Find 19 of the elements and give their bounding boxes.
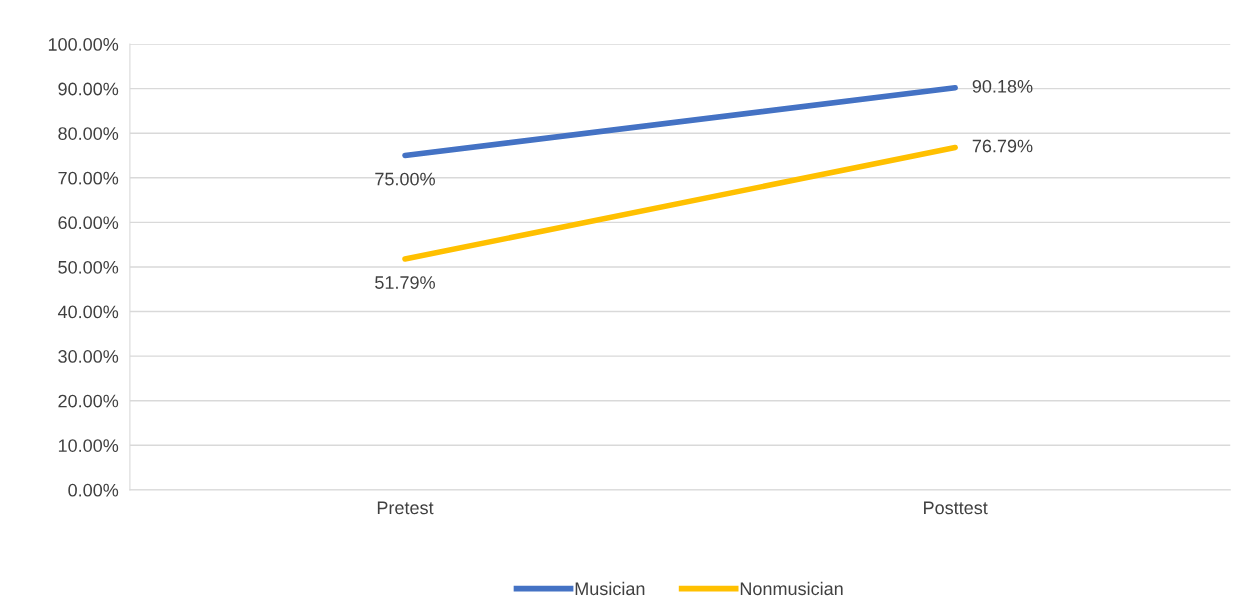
y-tick-label: 90.00% [58, 82, 119, 96]
y-tick-label: 40.00% [57, 305, 119, 319]
data-label: 51.79% [375, 276, 435, 289]
y-tick-label: 30.00% [58, 350, 119, 363]
data-label: 75.00% [375, 172, 435, 186]
legend-label: Musician [575, 581, 645, 596]
y-tick-label: 0.00% [68, 483, 119, 497]
x-tick-label: Posttest [924, 501, 988, 515]
y-tick-label: 80.00% [58, 127, 119, 140]
data-label: 76.79% [972, 139, 1033, 153]
y-tick-label: 70.00% [58, 171, 119, 185]
data-label: 90.18% [972, 79, 1033, 93]
y-tick-label: 60.00% [58, 216, 119, 230]
x-tick-label: Pretest [377, 501, 434, 515]
y-tick-label: 100.00% [48, 38, 119, 51]
y-tick-label: 10.00% [58, 439, 119, 452]
y-tick-label: 50.00% [58, 260, 119, 274]
y-tick-label: 20.00% [58, 394, 119, 408]
legend-label: Nonmusician [740, 581, 843, 596]
